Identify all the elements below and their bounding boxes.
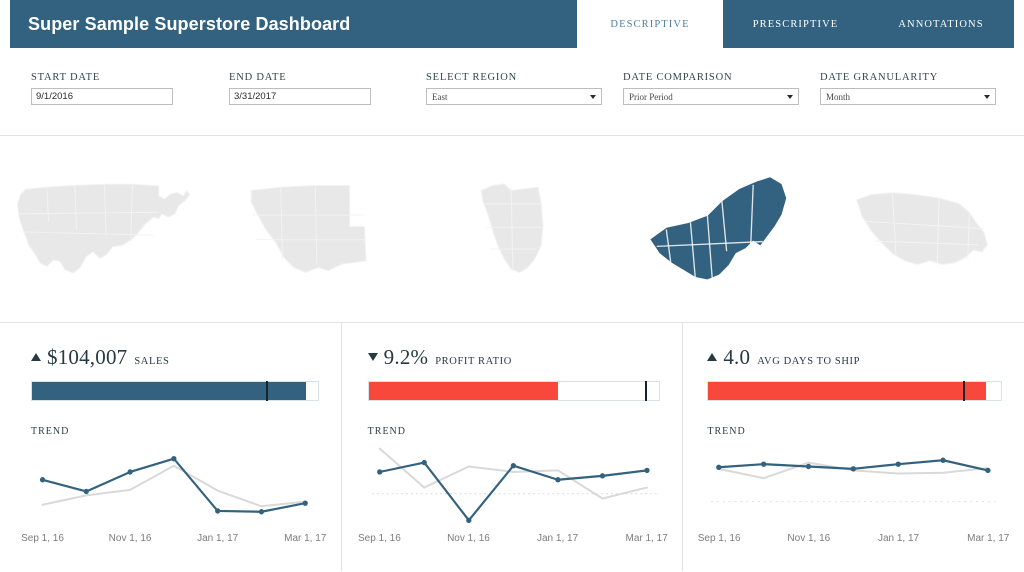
arrow-up-icon: [31, 353, 41, 361]
arrow-down-icon: [367, 353, 378, 361]
kpi-panel-sales: $104,007 SALES TREND Sep 1, 16 Nov 1, 16 J…: [0, 323, 341, 571]
axis-tick-label: Mar 1, 17: [284, 533, 327, 544]
map-east-shape: [648, 175, 788, 281]
arrow-up-icon: [707, 353, 718, 361]
region-map-selector: [0, 136, 1024, 323]
date-granularity-dropdown[interactable]: Month: [820, 88, 996, 105]
map-south[interactable]: [819, 136, 1024, 323]
axis-tick-label: Nov 1, 16: [787, 533, 831, 544]
select-region-label: SELECT REGION: [426, 72, 517, 83]
filter-date-granularity: DATE GRANULARITY Month: [820, 72, 996, 105]
filter-select-region: SELECT REGION East: [426, 72, 602, 105]
chevron-down-icon: [787, 94, 793, 99]
date-granularity-label: DATE GRANULARITY: [820, 72, 939, 83]
kpi-bullet-fill-avg-days-to-ship: [708, 382, 987, 400]
app-header: Super Sample Superstore Dashboard DESCRI…: [0, 0, 1024, 48]
date-comparison-value: Prior Period: [629, 91, 673, 102]
kpi-bullet-sales[interactable]: [31, 381, 319, 401]
axis-tick-label: Nov 1, 16: [108, 533, 152, 544]
header-title-bar: Super Sample Superstore Dashboard: [10, 0, 577, 48]
filter-date-comparison: DATE COMPARISON Prior Period: [623, 72, 799, 105]
start-date-label: START DATE: [31, 72, 101, 83]
trend-chart-avg-days-to-ship[interactable]: [707, 439, 1002, 531]
map-national-shape: [17, 183, 191, 274]
kpi-headline-profit-ratio: 9.2% PROFIT RATIO: [367, 345, 661, 370]
map-west-shape: [250, 185, 367, 274]
kpi-bullet-fill-profit-ratio: [368, 382, 558, 400]
map-east[interactable]: [614, 136, 819, 323]
trend-chart-profit-ratio[interactable]: [368, 439, 661, 531]
kpi-label-profit-ratio: PROFIT RATIO: [435, 356, 512, 367]
trend-label-avg-days-to-ship: TREND: [707, 426, 746, 437]
select-region-value: East: [432, 91, 448, 102]
map-west[interactable]: [205, 136, 410, 323]
axis-tick-label: Mar 1, 17: [625, 533, 668, 544]
axis-tick-label: Sep 1, 16: [697, 533, 741, 544]
start-date-input[interactable]: [31, 88, 173, 105]
axis-tick-label: Jan 1, 17: [877, 533, 920, 544]
kpi-bullet-fill-sales: [32, 382, 307, 400]
axis-tick-label: Jan 1, 17: [537, 533, 579, 544]
map-central-shape: [480, 183, 544, 274]
date-comparison-dropdown[interactable]: Prior Period: [623, 88, 799, 105]
axis-tick-label: Sep 1, 16: [357, 533, 401, 544]
kpi-value-avg-days-to-ship: 4.0: [723, 345, 751, 369]
tab-descriptive[interactable]: DESCRIPTIVE: [577, 0, 723, 48]
axis-tick-label: Nov 1, 16: [447, 533, 490, 544]
kpi-value-sales: $104,007: [47, 345, 128, 369]
trend-axis-sales: Sep 1, 16 Nov 1, 16 Jan 1, 17 Mar 1, 17: [21, 533, 326, 555]
trend-axis-profit-ratio: Sep 1, 16 Nov 1, 16 Jan 1, 17 Mar 1, 17: [358, 533, 668, 555]
trend-chart-plot: [39, 456, 308, 515]
tab-prescriptive[interactable]: PRESCRIPTIVE: [752, 18, 839, 30]
date-comparison-label: DATE COMPARISON: [623, 72, 733, 83]
map-national[interactable]: [0, 136, 205, 323]
axis-tick-label: Mar 1, 17: [967, 533, 1010, 544]
kpi-panels: $104,007 SALES TREND Sep 1, 16 Nov 1, 16 J…: [0, 323, 1024, 571]
trend-label-profit-ratio: TREND: [367, 426, 407, 437]
trend-chart-plot: [711, 457, 999, 503]
header-tab-bar-background: [723, 0, 1014, 48]
kpi-bullet-target-marker-profit-ratio: [644, 381, 647, 401]
filter-end-date: END DATE: [229, 72, 405, 105]
trend-chart-sales[interactable]: [31, 439, 319, 531]
kpi-bullet-avg-days-to-ship[interactable]: [707, 381, 1003, 401]
kpi-bullet-target-marker-sales: [266, 381, 269, 401]
axis-tick-label: Sep 1, 16: [21, 533, 64, 544]
chevron-down-icon: [984, 94, 990, 99]
date-granularity-value: Month: [826, 91, 851, 102]
kpi-label-avg-days-to-ship: AVG DAYS TO SHIP: [757, 356, 861, 367]
kpi-bullet-profit-ratio[interactable]: [367, 381, 661, 401]
page-title: Super Sample Superstore Dashboard: [28, 13, 351, 34]
axis-tick-label: Jan 1, 17: [197, 533, 239, 544]
kpi-bullet-target-marker-avg-days-to-ship: [962, 381, 965, 401]
trend-axis-avg-days-to-ship: Sep 1, 16 Nov 1, 16 Jan 1, 17 Mar 1, 17: [698, 533, 1010, 555]
map-central[interactable]: [410, 136, 615, 323]
select-region-dropdown[interactable]: East: [426, 88, 602, 105]
chevron-down-icon: [590, 94, 596, 99]
filter-start-date: START DATE: [31, 72, 207, 105]
trend-label-sales: TREND: [31, 426, 70, 437]
end-date-input[interactable]: [229, 88, 371, 105]
kpi-headline-sales: $104,007 SALES: [31, 345, 319, 370]
kpi-panel-profit-ratio: 9.2% PROFIT RATIO TREND Sep 1, 16 Nov 1, …: [340, 323, 683, 571]
filter-bar: START DATE END DATE SELECT REGION East D…: [0, 48, 1024, 136]
map-south-shape: [855, 191, 988, 265]
kpi-label-sales: SALES: [134, 356, 170, 367]
trend-chart-plot: [371, 447, 657, 524]
kpi-panel-avg-days-to-ship: 4.0 AVG DAYS TO SHIP TREND Sep 1, 16 Nov …: [682, 323, 1024, 571]
kpi-headline-avg-days-to-ship: 4.0 AVG DAYS TO SHIP: [707, 345, 1002, 370]
end-date-label: END DATE: [229, 72, 287, 83]
kpi-value-profit-ratio: 9.2%: [383, 345, 429, 369]
tab-annotations[interactable]: ANNOTATIONS: [898, 18, 984, 30]
